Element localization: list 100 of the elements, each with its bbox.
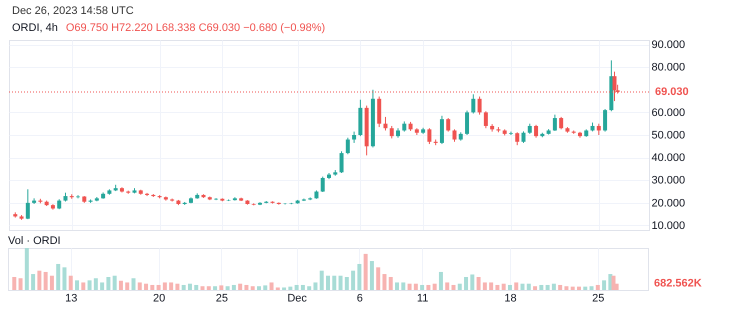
candlestick: [559, 116, 564, 130]
candlestick: [26, 188, 30, 220]
bar: [182, 284, 186, 290]
candlestick: [340, 150, 344, 174]
y-tick-label: 50.000: [652, 130, 686, 142]
bar: [376, 267, 380, 290]
bar: [502, 284, 506, 290]
bar: [495, 284, 500, 290]
bar: [75, 280, 80, 290]
bar: [451, 284, 456, 290]
bar: [514, 282, 518, 290]
bar: [364, 254, 368, 290]
bar: [520, 284, 525, 290]
bar: [558, 284, 562, 290]
bar: [344, 276, 349, 290]
bar: [118, 280, 123, 290]
bar: [370, 261, 374, 290]
bar: [238, 284, 242, 290]
bar: [596, 284, 600, 290]
candlestick: [383, 116, 388, 131]
candlestick: [352, 131, 356, 144]
candlestick: [446, 118, 450, 132]
bar: [489, 282, 494, 290]
bar: [300, 284, 305, 290]
y-tick-label: 40.000: [652, 152, 686, 164]
bar: [382, 274, 386, 290]
text: 682.562K: [654, 278, 702, 290]
candlestick: [320, 176, 325, 192]
x-tick-label: 25: [216, 292, 228, 304]
bar: [533, 286, 538, 290]
y-tick-label: 60.000: [652, 106, 686, 119]
bar: [250, 286, 255, 290]
candlestick: [346, 137, 350, 155]
bar: [263, 285, 268, 290]
bar: [539, 284, 544, 290]
bar: [175, 284, 180, 290]
x-tick-label: Dec: [287, 292, 308, 304]
bar: [200, 286, 205, 290]
bar: [546, 284, 550, 290]
bar: [94, 278, 98, 290]
candlestick: [402, 120, 406, 132]
bar: [100, 282, 104, 290]
bar: [206, 286, 211, 290]
bar: [62, 267, 66, 290]
bar: [12, 276, 16, 290]
bar: [482, 282, 487, 290]
ref-line-label: 69.030: [655, 86, 689, 98]
bar: [438, 272, 443, 290]
bar: [583, 286, 588, 290]
bar: [232, 284, 236, 290]
bar: [56, 264, 60, 290]
bar: [476, 276, 481, 290]
y-tick-label: 30.000: [652, 174, 686, 187]
text: Dec 26, 2023 14:58 UTC: [12, 4, 135, 19]
bar: [244, 284, 248, 290]
bar: [270, 282, 274, 290]
bar: [31, 274, 36, 290]
bar: [332, 276, 336, 290]
bar: [138, 282, 142, 290]
bar: [470, 274, 474, 290]
bar: [313, 282, 318, 290]
candlestick: [484, 110, 488, 129]
bar: [426, 284, 430, 290]
x-tick-label: 6: [356, 292, 363, 304]
candlestick: [552, 114, 557, 132]
bar: [602, 280, 606, 290]
bar: [570, 286, 575, 290]
bar: [388, 276, 393, 290]
candlestick: [408, 121, 413, 132]
y-tick-label: 10.000: [652, 220, 686, 232]
bar: [194, 284, 198, 290]
y-tick-label: 20.000: [652, 197, 686, 210]
chart-title: ORDI, 4h: [12, 22, 58, 34]
bar: [408, 284, 412, 290]
bar: [576, 286, 581, 290]
bar: [552, 284, 556, 290]
text: O69.750 H72.220 L68.338 C69.030 −0.680 (−0.98%): [66, 22, 326, 34]
x-tick-label: 11: [416, 292, 428, 304]
bar: [420, 284, 424, 290]
candlestick: [528, 123, 532, 134]
bar: [288, 286, 292, 290]
x-tick-label: 25: [592, 292, 604, 304]
candlestick: [534, 124, 538, 138]
bar: [131, 278, 136, 290]
bar: [169, 282, 174, 290]
bar: [81, 282, 86, 290]
candlestick: [478, 96, 482, 116]
bar: [68, 276, 73, 290]
bar: [44, 272, 48, 290]
bar: [144, 284, 148, 290]
bar: [37, 270, 42, 290]
bar: [50, 276, 54, 290]
candlestick: [452, 128, 456, 142]
bar: [395, 282, 400, 290]
bar: [526, 284, 531, 290]
bar: [226, 286, 230, 290]
bar: [112, 276, 117, 290]
bar: [401, 282, 406, 290]
candlestick: [465, 110, 470, 136]
bar: [125, 282, 130, 290]
